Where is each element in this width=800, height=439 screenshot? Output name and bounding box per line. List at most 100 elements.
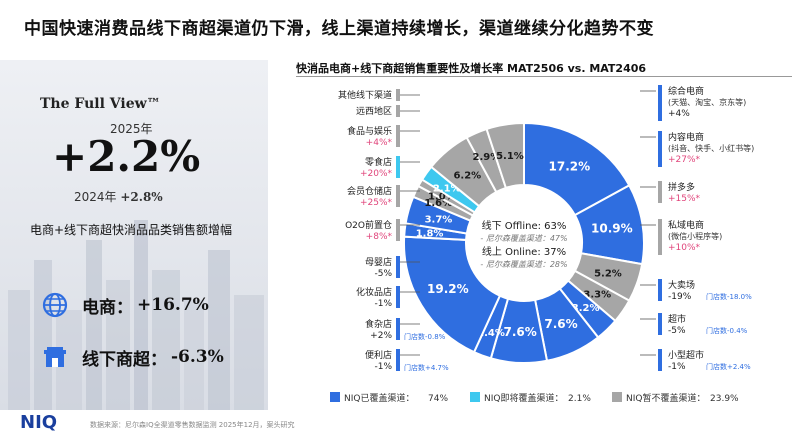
left-callout-note: 门店数+4.7% (404, 363, 449, 372)
center-online-sub: - 尼尔森覆盖渠道：28% (480, 260, 567, 269)
growth-2024-value: +2.8% (120, 190, 163, 204)
slice-label: 7.6% (503, 325, 536, 339)
left-callout-growth: -5% (374, 269, 392, 279)
page-title: 中国快速消费品线下商超渠道仍下滑，线上渠道持续增长，渠道继续分化趋势不变 (24, 19, 654, 39)
store-icon (44, 347, 66, 367)
slice-label: 7.6% (544, 317, 577, 331)
ecommerce-label: 电商： (82, 297, 133, 318)
callout-color-bar (396, 286, 400, 308)
right-callout-name: 大卖场 (668, 279, 695, 291)
legend-label: NIQ即将覆盖渠道： (484, 392, 563, 404)
center-online: 线上 Online: 37% (482, 245, 566, 258)
legend-label: NIQ暂不覆盖渠道： (626, 392, 705, 404)
chart-title-underline (296, 76, 792, 77)
ecommerce-value: +16.7% (137, 295, 209, 315)
left-callout-growth: +4%* (366, 138, 393, 148)
donut-slice (403, 235, 502, 354)
growth-2025-value: +2.2% (52, 132, 201, 181)
callout-color-bar (658, 131, 662, 167)
niq-logo: NIQ (20, 412, 58, 433)
left-callout-note: 门店数-0.8% (404, 332, 446, 341)
legend-swatch (612, 392, 622, 402)
left-callout-growth: -1% (374, 362, 392, 372)
ecommerce-metric: 电商： +16.7% (42, 292, 209, 318)
callout-color-bar (396, 125, 400, 147)
right-callout-note: 门店数+2.4% (706, 362, 751, 371)
donut-center (468, 187, 580, 299)
right-callout-sub: (微信小程序等) (668, 231, 722, 241)
callout-color-bar (396, 219, 400, 241)
right-callout-name: 超市 (668, 313, 686, 325)
footer-source: 数据来源：尼尔森IQ全渠道零售数据监测 2025年12月，案头研究 (90, 421, 295, 429)
callout-color-bar (396, 349, 400, 371)
slice-label: 1.8% (416, 229, 444, 240)
center-offline: 线下 Offline: 63% (482, 219, 567, 232)
right-callout-note: 门店数-0.4% (706, 326, 748, 335)
callout-color-bar (396, 156, 400, 178)
donut-slice (485, 121, 525, 190)
left-callout-name: 会员仓储店 (347, 185, 392, 197)
offline-label: 线下商超： (82, 349, 167, 370)
left-callout-name: O2O前置仓 (345, 219, 392, 231)
slice-label: 5.2% (594, 269, 622, 280)
legend-value: 23.9% (710, 394, 739, 404)
left-callout-name: 远西地区 (356, 105, 392, 117)
legend-value: 2.1% (568, 394, 591, 404)
right-callout-growth: -1% (668, 362, 686, 372)
right-callout-name: 小型超市 (668, 349, 704, 361)
slice-label: 3.2% (572, 303, 600, 314)
legend-value: 74% (428, 394, 448, 404)
right-callout-name: 内容电商 (668, 131, 704, 143)
callout-color-bar (396, 89, 400, 101)
right-callout-growth: +10%* (668, 243, 701, 253)
slice-label: 2.9% (472, 152, 500, 163)
left-callout-name: 零食店 (365, 156, 392, 168)
callout-color-bar (658, 85, 662, 121)
offline-metric: 线下商超： -6.3% (42, 344, 224, 370)
slice-label: 1.6% (424, 198, 452, 209)
right-callout-name: 综合电商 (668, 85, 704, 97)
city-skyline-image (8, 220, 264, 410)
callout-color-bar (396, 105, 400, 117)
slice-label: 2.1% (433, 184, 461, 195)
left-callout-name: 母婴店 (365, 256, 392, 268)
left-callout-growth: +8%* (366, 232, 393, 242)
full-view-title: The Full View™ (40, 96, 161, 112)
slice-label: 19.2% (427, 282, 469, 296)
callout-color-bar (396, 185, 400, 207)
right-callout-name: 私域电商 (668, 219, 704, 231)
slice-label: 3.3% (583, 290, 611, 301)
left-subtitle: 电商+线下商超快消品品类销售额增幅 (30, 223, 233, 237)
slice-label: 10.9% (591, 222, 633, 236)
callout-color-bar (658, 181, 662, 203)
year-2024-row: 2024年 +2.8% (74, 188, 163, 205)
legend-label: NIQ已覆盖渠道： (344, 392, 414, 404)
left-callout-growth: +20%* (360, 169, 393, 179)
callout-color-bar (658, 349, 662, 371)
center-offline-sub: - 尼尔森覆盖渠道：47% (480, 234, 567, 243)
slice-label: 5.1% (496, 151, 524, 162)
right-callout-growth: +4% (668, 109, 690, 119)
right-callout-growth: +27%* (668, 155, 701, 165)
slice-label: 3.7% (425, 214, 453, 225)
callout-color-bar (658, 219, 662, 255)
slice-label: 1.0% (428, 191, 456, 202)
left-callout-name: 食品与娱乐 (347, 125, 392, 137)
year-2025-label: 2025年 (110, 122, 153, 136)
left-callout-growth: +25%* (360, 198, 393, 208)
right-callout-name: 拼多多 (668, 181, 695, 193)
right-callout-growth: -5% (668, 326, 686, 336)
slice-label: 6.2% (453, 170, 481, 181)
callout-color-bar (658, 313, 662, 335)
right-callout-growth: +15%* (668, 194, 701, 204)
chart-title: 快消品电商+线下商超销售重要性及增长率 MAT2506 vs. MAT2406 (296, 62, 647, 75)
callout-color-bar (396, 318, 400, 340)
left-callout-name: 食杂店 (365, 318, 392, 330)
slice-label: 2.4% (477, 328, 505, 339)
left-callout-name: 化妆品店 (356, 286, 392, 298)
right-callout-sub: (天猫、淘宝、京东等) (668, 97, 746, 107)
offline-value: -6.3% (171, 347, 224, 367)
right-callout-growth: -19% (668, 292, 692, 302)
year-2024-label: 2024年 (74, 190, 117, 204)
